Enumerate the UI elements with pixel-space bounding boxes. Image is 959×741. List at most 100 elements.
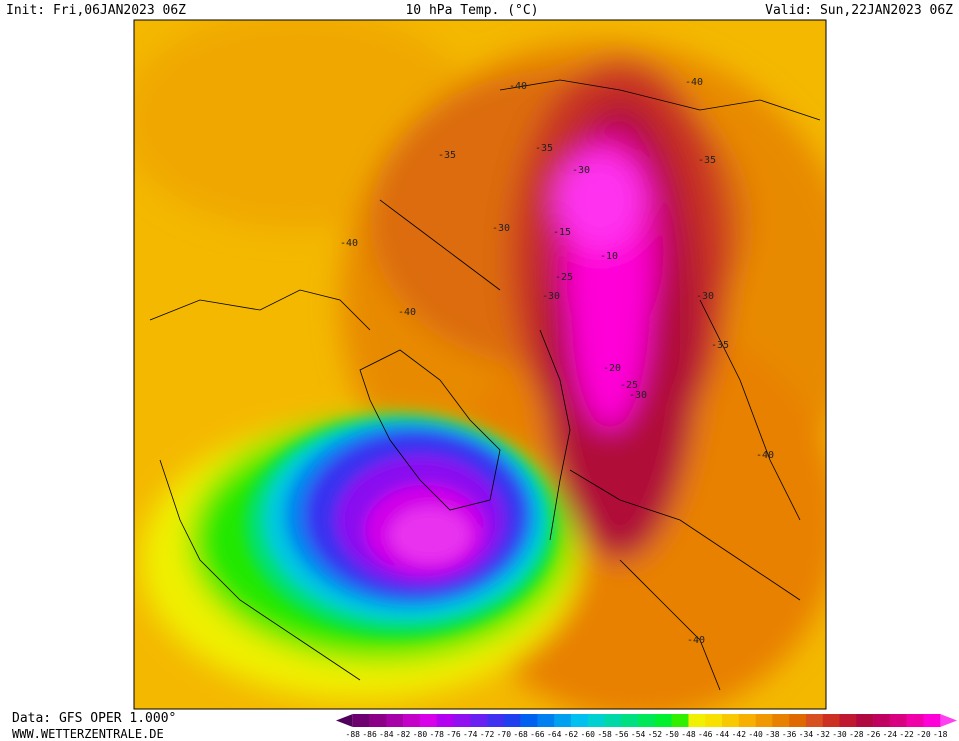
colorbar-cell — [722, 714, 740, 727]
colorbar-arrow — [336, 714, 353, 727]
colorbar-cell — [587, 714, 605, 727]
colorbar-cell — [403, 714, 421, 727]
colorbar-cell — [520, 714, 538, 727]
colorbar-cell — [889, 714, 907, 727]
colorbar-label: -36 — [782, 730, 797, 739]
contour-label: -15 — [553, 227, 571, 238]
contour-label: -40 — [685, 77, 703, 88]
colorbar-cell — [923, 714, 941, 727]
colorbar-label: -60 — [581, 730, 596, 739]
colorbar-label: -70 — [497, 730, 512, 739]
init-time: Init: Fri,06JAN2023 06Z — [6, 3, 186, 18]
contour-label: -35 — [535, 143, 553, 154]
colorbar-cell — [453, 714, 471, 727]
colorbar-label: -28 — [849, 730, 864, 739]
colorbar-label: -32 — [816, 730, 831, 739]
colorbar-label: -20 — [916, 730, 931, 739]
colorbar-cell — [822, 714, 840, 727]
map-title: 10 hPa Temp. (°C) — [405, 3, 538, 18]
colorbar-cell — [805, 714, 824, 727]
colorbar-cell — [487, 714, 505, 727]
colorbar-cell — [839, 714, 857, 727]
colorbar-cell — [705, 714, 723, 727]
contour-label: -35 — [711, 340, 729, 351]
contour-label: -35 — [698, 155, 716, 166]
contour-label: -30 — [492, 223, 510, 234]
colorbar-label: -42 — [732, 730, 747, 739]
colorbar-cell — [554, 714, 572, 727]
colorbar-label: -62 — [564, 730, 579, 739]
colorbar-label: -46 — [698, 730, 713, 739]
colorbar-label: -18 — [933, 730, 948, 739]
contour-label: -40 — [509, 81, 527, 92]
colorbar-label: -72 — [480, 730, 495, 739]
colorbar-label: -80 — [413, 730, 428, 739]
colorbar-label: -88 — [346, 730, 361, 739]
colorbar-label: -82 — [396, 730, 411, 739]
colorbar-label: -52 — [648, 730, 663, 739]
contour-label: -40 — [756, 450, 774, 461]
colorbar-cell — [369, 714, 387, 727]
colorbar-cell — [386, 714, 404, 727]
colorbar-cell — [755, 714, 773, 727]
colorbar-label: -68 — [513, 730, 528, 739]
colorbar-label: -78 — [429, 730, 444, 739]
colorbar-cell — [470, 714, 488, 727]
colorbar-cell — [419, 714, 438, 727]
colorbar-label: -48 — [681, 730, 696, 739]
colorbar-label: -50 — [664, 730, 679, 739]
colorbar-cell — [436, 714, 454, 727]
colorbar-label: -66 — [530, 730, 545, 739]
valid-time: Valid: Sun,22JAN2023 06Z — [765, 3, 953, 18]
colorbar-label: -24 — [883, 730, 898, 739]
colorbar-label: -38 — [765, 730, 780, 739]
colorbar-cell — [638, 714, 656, 727]
colorbar-label: -54 — [631, 730, 646, 739]
colorbar-label: -64 — [547, 730, 562, 739]
colorbar-label: -30 — [832, 730, 847, 739]
colorbar-cell — [738, 714, 756, 727]
colorbar-cell — [671, 714, 689, 727]
contour-label: -25 — [620, 380, 638, 391]
contour-label: -30 — [629, 390, 647, 401]
contour-label: -30 — [696, 291, 714, 302]
colorbar-cell — [604, 714, 622, 727]
data-source: Data: GFS OPER 1.000° — [12, 711, 176, 726]
contour-label: -30 — [572, 165, 590, 176]
colorbar-label: -74 — [463, 730, 478, 739]
contour-labels: -40 -40 -35 -35 -35 -30 -30 -15 -10 -25 … — [340, 77, 774, 646]
colorbar-label: -76 — [446, 730, 461, 739]
colorbar-label: -58 — [597, 730, 612, 739]
colorbar-label: -40 — [748, 730, 763, 739]
colorbar-label: -44 — [715, 730, 730, 739]
colorbar-label: -56 — [614, 730, 629, 739]
contour-label: -20 — [603, 363, 621, 374]
site-url: WWW.WETTERZENTRALE.DE — [12, 727, 164, 741]
temperature-field: -40 -40 -35 -35 -35 -30 -30 -15 -10 -25 … — [134, 20, 826, 709]
colorbar-cell — [570, 714, 589, 727]
colorbar-arrow — [940, 714, 957, 727]
colorbar-label: -86 — [362, 730, 377, 739]
colorbar-label: -22 — [899, 730, 914, 739]
colorbar-cell — [654, 714, 672, 727]
colorbar-label: -26 — [866, 730, 881, 739]
colorbar-cell — [772, 714, 790, 727]
colorbar-cell — [503, 714, 521, 727]
contour-label: -30 — [542, 291, 560, 302]
map-frame — [133, 19, 827, 710]
contour-label: -25 — [555, 272, 573, 283]
contour-label: -35 — [438, 150, 456, 161]
contour-label: -10 — [600, 251, 618, 262]
colorbar-cell — [352, 714, 370, 727]
colorbar-cell — [906, 714, 924, 727]
colorbar-cell — [621, 714, 639, 727]
colorbar-cell — [537, 714, 555, 727]
colorbar-cell — [688, 714, 706, 727]
contour-label: -40 — [340, 238, 358, 249]
contour-label: -40 — [398, 307, 416, 318]
contour-label: -40 — [687, 635, 705, 646]
colorbar-label: -34 — [799, 730, 814, 739]
colorbar-cell — [789, 714, 807, 727]
colorbar-label: -84 — [379, 730, 394, 739]
